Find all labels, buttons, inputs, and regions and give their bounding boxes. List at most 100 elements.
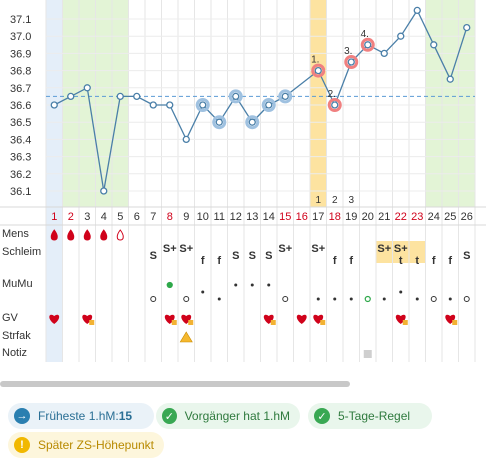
temperature-point <box>413 6 421 15</box>
mucus-symbol: S <box>463 250 470 262</box>
cervix-dot <box>316 297 320 301</box>
higher-temp-marker <box>344 55 359 69</box>
cervix-open-marker <box>183 296 190 302</box>
temperature-segment <box>350 44 369 63</box>
y-tick-label: 36.8 <box>10 66 31 78</box>
mucus-symbol: S+ <box>179 243 193 255</box>
mucus-symbol: f <box>349 255 353 267</box>
cervix-dot <box>250 283 254 287</box>
cervix-dot <box>448 297 452 301</box>
cervix-dot <box>415 297 419 301</box>
mucus-peak-zone <box>376 241 426 263</box>
drop-icon <box>116 229 124 241</box>
rule-pill[interactable]: ! Später ZS-Höhepunkt <box>8 432 164 458</box>
row-label-notiz: Notiz <box>2 347 27 359</box>
day-number: 20 <box>362 211 374 223</box>
day-number: 24 <box>428 211 440 223</box>
temperature-point <box>67 92 75 101</box>
y-tick-label: 37.0 <box>10 31 31 43</box>
day-number: 9 <box>183 211 189 223</box>
horizontal-scrollbar[interactable] <box>0 381 350 387</box>
temperature-point <box>149 101 157 109</box>
day-number: 8 <box>167 211 173 223</box>
mucus-symbol: f <box>201 255 205 267</box>
temperature-segment <box>202 104 220 123</box>
day-number: 14 <box>263 211 275 223</box>
lock-icon <box>452 320 458 325</box>
mucus-symbol: S <box>150 250 157 262</box>
pill-label: Vorgänger hat 1.hM <box>184 409 290 423</box>
lock-icon <box>320 320 326 325</box>
cycle-chart[interactable]: 36.1 36.2 36.3 36.4 36.5 36.6 36.7 36.8 36.9 37.0… <box>0 0 486 380</box>
day-number: 21 <box>378 211 390 223</box>
temperature-segment <box>433 44 451 80</box>
cervix-open-marker <box>463 296 470 302</box>
day-number: 25 <box>444 211 456 223</box>
mucus-symbol: f <box>333 255 337 267</box>
row-label-mens: Mens <box>2 228 29 240</box>
temperature-point <box>166 101 174 109</box>
row-label-strfak: Strfak <box>2 330 31 342</box>
day-number: 19 <box>345 211 357 223</box>
row-label-schleim: Schleim <box>2 246 41 258</box>
temperature-segment <box>449 27 468 80</box>
point-label: 2. <box>328 89 336 100</box>
arrow-icon: → <box>14 408 30 424</box>
excluded-temp-marker <box>245 115 260 130</box>
day-number: 18 <box>329 211 341 223</box>
day-number: 10 <box>197 211 209 223</box>
rule-pill[interactable]: ✓ Vorgänger hat 1.hM <box>156 403 300 429</box>
cervix-marker <box>364 295 371 303</box>
check-icon: ✓ <box>162 408 177 424</box>
temperature-point <box>232 92 240 101</box>
y-tick-label: 36.1 <box>10 186 31 198</box>
check-icon: ✓ <box>314 408 330 424</box>
temperature-point <box>446 75 454 83</box>
temperature-segment <box>169 104 187 140</box>
lock-icon <box>402 320 408 325</box>
pill-label: Später ZS-Höhepunkt <box>37 438 154 452</box>
excluded-temp-marker <box>228 89 243 104</box>
pill-label: 5-Tage-Regel <box>338 409 411 423</box>
temperature-point <box>364 41 372 49</box>
temperature-point <box>248 118 256 126</box>
cervix-dot <box>217 297 221 301</box>
temperature-point <box>463 23 471 32</box>
temperature-point <box>83 84 91 92</box>
temperature-point <box>182 135 190 144</box>
y-tick-label: 36.7 <box>10 83 31 95</box>
mucus-symbol: S <box>265 250 272 262</box>
point-label: 1. <box>311 55 319 66</box>
drop-icon <box>67 229 75 241</box>
count-label: 1 <box>315 195 321 206</box>
higher-temp-marker <box>327 98 342 112</box>
day-number: 2 <box>68 211 74 223</box>
temperature-point <box>116 92 124 101</box>
temperature-point <box>50 101 58 109</box>
cervix-dot <box>201 290 205 294</box>
day-number: 13 <box>246 211 258 223</box>
row-label-mumu: MuMu <box>2 278 33 290</box>
mucus-symbol: f <box>217 255 221 267</box>
temperature-segment <box>251 104 270 123</box>
temperature-segment <box>103 96 121 192</box>
temperature-point <box>199 101 207 109</box>
heart-icon <box>49 314 60 324</box>
day-number: 15 <box>279 211 291 223</box>
cervix-marker <box>166 281 173 289</box>
temperature-point <box>331 101 339 109</box>
excluded-temp-marker <box>278 89 293 104</box>
rule-pill[interactable]: → Früheste 1.hM: 15 <box>8 403 154 429</box>
day-number: 4 <box>101 211 107 223</box>
point-label: 3. <box>344 46 352 57</box>
temperature-point <box>380 49 388 58</box>
rule-pill[interactable]: ✓ 5-Tage-Regel <box>308 403 432 429</box>
higher-temp-marker <box>360 37 375 52</box>
temperature-point <box>430 41 438 49</box>
day-number: 23 <box>411 211 423 223</box>
temperature-point <box>100 187 108 195</box>
excluded-temp-marker <box>261 98 276 112</box>
higher-temp-zone-1 <box>310 0 327 207</box>
lock-icon <box>171 320 177 325</box>
temperature-segment <box>334 61 352 106</box>
